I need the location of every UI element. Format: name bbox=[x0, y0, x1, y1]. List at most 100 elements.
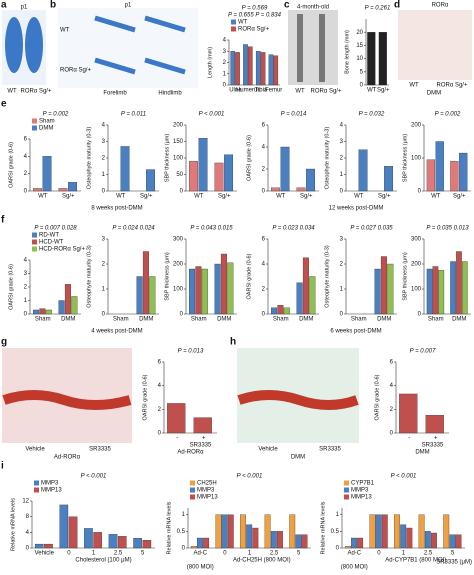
p-value: P = 0.002 bbox=[435, 112, 461, 118]
p-value: P = 0.007 0.028 bbox=[34, 226, 77, 232]
y-tick-label: 2 bbox=[102, 262, 106, 268]
panel-letter: f bbox=[1, 215, 5, 226]
y-tick-label: 0 bbox=[180, 189, 184, 195]
bar bbox=[394, 514, 400, 549]
y-tick-label: 0 bbox=[340, 312, 344, 318]
y-tick-label: 15 bbox=[356, 43, 363, 49]
x-axis-label: Ad-CH25H (800 MOI) bbox=[233, 558, 291, 564]
legend-label: RD-WT bbox=[39, 233, 59, 239]
bar bbox=[289, 514, 296, 549]
y-tick-label: 3 bbox=[102, 237, 106, 243]
y-tick-label: 4 bbox=[24, 154, 28, 160]
y-tick-label: 0 bbox=[180, 312, 184, 318]
bar bbox=[424, 531, 431, 549]
bar bbox=[456, 251, 462, 315]
p-value: P = 0.027 0.035 bbox=[350, 226, 393, 232]
x-tick-label: Sham bbox=[191, 317, 207, 323]
x-tick-label: Ad-C bbox=[193, 551, 207, 557]
label: RORα Sg/+ bbox=[437, 83, 468, 89]
label: WT bbox=[7, 89, 17, 95]
bar bbox=[462, 261, 468, 315]
y-tick-label: 10 bbox=[356, 56, 363, 62]
bar bbox=[120, 146, 130, 192]
bar bbox=[455, 534, 462, 549]
bar bbox=[296, 187, 306, 192]
bar bbox=[367, 32, 376, 86]
label: DMM bbox=[427, 91, 441, 97]
y-tick-label: 0 bbox=[102, 312, 106, 318]
legend-label: MMP3 bbox=[197, 488, 215, 494]
bar bbox=[295, 534, 302, 549]
y-tick-label: 4 bbox=[340, 123, 344, 129]
y-tick-label: 100 bbox=[411, 156, 422, 162]
bar bbox=[387, 263, 394, 315]
bar bbox=[193, 417, 212, 434]
bar bbox=[264, 514, 271, 549]
y-axis-label: Bone length (mm) bbox=[344, 30, 350, 74]
bar bbox=[435, 141, 444, 192]
p-value: P = 0.002 bbox=[43, 112, 69, 118]
bar bbox=[280, 146, 290, 192]
y-tick-label: 3 bbox=[340, 237, 344, 243]
bar bbox=[235, 52, 240, 86]
legend-label: CYP7B1 bbox=[351, 481, 375, 487]
bar bbox=[277, 305, 284, 315]
y-axis-label: OARSI grade (0-6) bbox=[142, 374, 148, 420]
bar bbox=[309, 276, 316, 315]
y-tick-label: 0 bbox=[182, 546, 186, 552]
x-tick-label: Sham bbox=[273, 317, 289, 323]
bar bbox=[260, 52, 266, 86]
y-tick-label: 2 bbox=[262, 167, 266, 173]
bar bbox=[215, 514, 222, 549]
bar bbox=[117, 536, 127, 549]
y-tick-label: 0 bbox=[336, 546, 340, 552]
y-axis-label: OARSI grade (0-6) bbox=[246, 253, 252, 299]
y-tick-label: 1 bbox=[102, 172, 106, 178]
y-tick-label: 0 bbox=[418, 312, 422, 318]
p-value: P = 0.024 0.024 bbox=[112, 226, 155, 232]
group-label: 12 weeks post-DMM bbox=[329, 206, 384, 212]
bar bbox=[400, 524, 407, 549]
bar bbox=[306, 168, 316, 192]
y-tick-label: 5 bbox=[360, 69, 364, 75]
p-value: P = 0.011 bbox=[121, 112, 146, 118]
x-tick-label: 5 bbox=[451, 551, 455, 557]
legend-swatch bbox=[34, 480, 39, 486]
y-tick-label: 0 bbox=[418, 189, 422, 195]
bar bbox=[426, 159, 436, 192]
y-tick-label: 6 bbox=[262, 123, 266, 129]
legend-label: MMP3 bbox=[41, 481, 59, 487]
panel-letter: d bbox=[394, 0, 400, 11]
y-tick-label: 6 bbox=[390, 360, 394, 366]
legend-swatch bbox=[32, 246, 37, 252]
y-tick-label: 20 bbox=[356, 30, 363, 36]
y-axis-label: OARSI grade (0-6) bbox=[8, 142, 14, 188]
legend-label: MMP3 bbox=[351, 488, 369, 494]
y-tick-label: 8 bbox=[26, 514, 30, 520]
bar bbox=[71, 296, 78, 315]
legend-swatch bbox=[344, 487, 349, 493]
y-tick-label: 6 bbox=[158, 360, 162, 366]
y-tick-label: 2 bbox=[24, 171, 28, 177]
y-tick-label: 12 bbox=[22, 499, 29, 505]
y-tick-label: 6 bbox=[262, 237, 266, 243]
legend-swatch bbox=[190, 494, 195, 500]
legend-label: WT bbox=[238, 20, 248, 26]
bar bbox=[374, 268, 381, 315]
panel-letter: e bbox=[1, 99, 7, 110]
y-tick-label: 0 bbox=[262, 312, 266, 318]
bar bbox=[431, 532, 437, 549]
p-value: P < 0.001 bbox=[199, 112, 225, 118]
bar bbox=[432, 266, 439, 315]
bar bbox=[406, 527, 413, 549]
y-tick-label: 0 bbox=[102, 189, 106, 195]
y-tick-label: 1 bbox=[182, 512, 186, 518]
p-value: P = 0.032 bbox=[359, 112, 385, 118]
y-tick-label: 0 bbox=[26, 546, 30, 552]
x-tick-label: + bbox=[202, 436, 206, 442]
x-tick-label: WT bbox=[116, 194, 126, 200]
p-value: P = 0.035 0.013 bbox=[426, 226, 469, 232]
bar bbox=[247, 46, 253, 86]
y-tick-label: 300 bbox=[173, 237, 184, 243]
y-tick-label: 4 bbox=[223, 38, 227, 44]
